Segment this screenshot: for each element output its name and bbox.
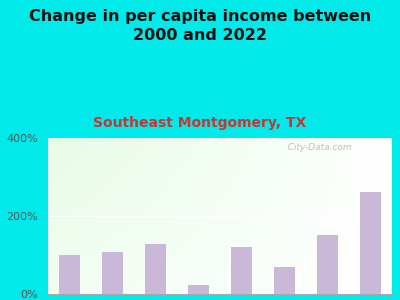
Text: City-Data.com: City-Data.com [282,143,352,152]
Bar [102,252,123,294]
Text: Change in per capita income between
2000 and 2022: Change in per capita income between 2000… [29,9,371,43]
Bar [360,192,381,294]
Bar [274,268,295,294]
Bar [188,285,209,294]
Bar [59,255,80,294]
Text: Southeast Montgomery, TX: Southeast Montgomery, TX [93,116,307,130]
Bar [145,244,166,294]
Bar [317,235,338,294]
Bar [231,247,252,294]
